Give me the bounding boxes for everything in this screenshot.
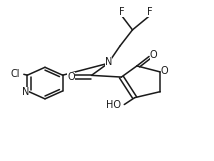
Text: N: N <box>105 57 112 67</box>
Text: F: F <box>147 7 153 17</box>
Text: O: O <box>150 50 157 60</box>
Text: Cl: Cl <box>10 69 20 79</box>
Text: HO: HO <box>106 100 121 110</box>
Text: O: O <box>67 72 75 82</box>
Text: F: F <box>119 7 124 17</box>
Text: N: N <box>22 87 29 97</box>
Text: O: O <box>161 66 168 76</box>
